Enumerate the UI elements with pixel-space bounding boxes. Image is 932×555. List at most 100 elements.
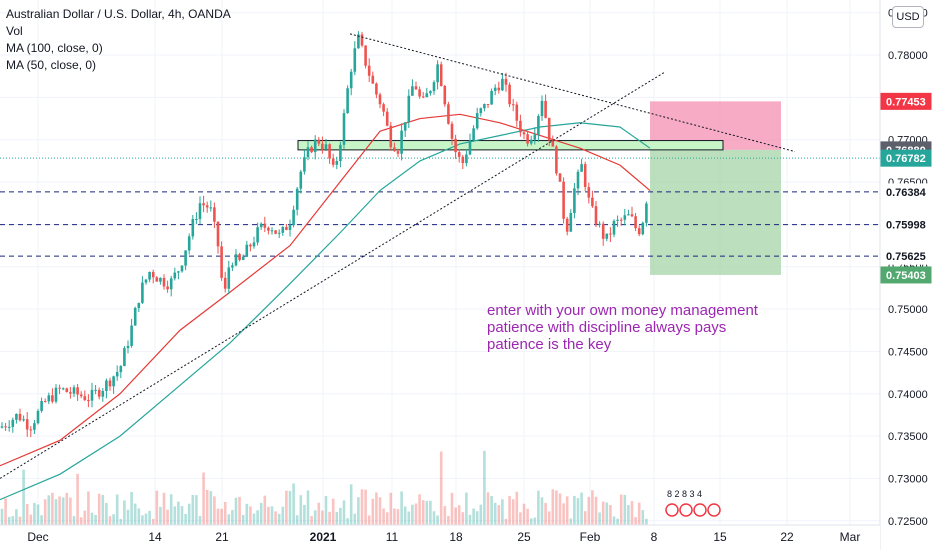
volume-bar bbox=[169, 494, 173, 525]
volume-bar bbox=[522, 503, 526, 525]
candle-body bbox=[249, 244, 252, 247]
candle-body bbox=[547, 117, 551, 141]
price-label-text: 0.75403 bbox=[886, 270, 926, 282]
volume-bar bbox=[533, 517, 537, 525]
volume-bar bbox=[313, 510, 317, 525]
volume-bar bbox=[385, 512, 389, 525]
volume-bar bbox=[245, 503, 249, 525]
candle-body bbox=[353, 48, 357, 72]
candle-body bbox=[130, 325, 133, 346]
volume-bar bbox=[281, 506, 285, 525]
price-label-text: 0.76782 bbox=[886, 153, 926, 165]
candle-body bbox=[526, 134, 529, 144]
candle-body bbox=[292, 209, 295, 226]
volume-bar bbox=[148, 510, 151, 525]
candle-body bbox=[216, 221, 220, 247]
candle-body bbox=[4, 426, 7, 428]
annotation-text[interactable]: enter with your own money management pat… bbox=[487, 302, 758, 353]
volume-bar bbox=[389, 492, 393, 525]
symbol-title[interactable]: Australian Dollar / U.S. Dollar, 4h, OAN… bbox=[6, 7, 231, 21]
price-label-text: 0.75625 bbox=[886, 251, 926, 263]
candle-body bbox=[180, 265, 184, 272]
candle-body bbox=[331, 158, 335, 165]
candle-body bbox=[0, 426, 4, 428]
volume-bar bbox=[36, 504, 40, 525]
candle-body bbox=[281, 226, 285, 233]
candle-body bbox=[198, 203, 202, 220]
volume-bar bbox=[439, 451, 443, 525]
candle-body bbox=[598, 223, 601, 225]
candle-body bbox=[76, 387, 79, 395]
candle-body bbox=[259, 223, 263, 228]
candle-body bbox=[306, 147, 310, 158]
candle-body bbox=[447, 104, 450, 124]
volume-bar bbox=[547, 511, 551, 525]
currency-selector-button[interactable]: USD bbox=[892, 6, 924, 28]
volume-bar bbox=[256, 510, 259, 525]
volume-bar bbox=[641, 510, 645, 525]
volume-bar bbox=[119, 518, 123, 525]
ma100-indicator-label[interactable]: MA (100, close, 0) bbox=[6, 41, 103, 55]
trendline bbox=[0, 71, 666, 479]
candle-body bbox=[475, 113, 479, 129]
price-label-badge bbox=[880, 216, 932, 234]
volume-bar bbox=[227, 514, 231, 525]
time-tick-label: 18 bbox=[449, 530, 463, 544]
event-icon bbox=[665, 503, 679, 517]
candle-body bbox=[94, 389, 97, 391]
volume-bar bbox=[54, 499, 58, 525]
candle-body bbox=[36, 410, 40, 424]
volume-bar bbox=[259, 502, 263, 525]
volume-bar bbox=[166, 509, 169, 525]
candle-body bbox=[58, 387, 61, 389]
candle-body bbox=[601, 223, 605, 239]
volume-bar bbox=[493, 502, 497, 525]
candle-body bbox=[493, 87, 497, 91]
candle-body bbox=[504, 78, 508, 85]
time-tick-label: 21 bbox=[215, 530, 229, 544]
volume-bar bbox=[72, 516, 76, 525]
volume-bar bbox=[411, 504, 414, 525]
candle-body bbox=[22, 419, 25, 421]
volume-bar bbox=[65, 492, 69, 525]
candle-body bbox=[414, 86, 418, 90]
candle-body bbox=[79, 394, 83, 397]
candle-body bbox=[400, 130, 403, 154]
volume-bar bbox=[645, 518, 648, 525]
volume-bar bbox=[328, 511, 331, 525]
volume-indicator-label[interactable]: Vol bbox=[6, 24, 23, 38]
candle-body bbox=[123, 348, 126, 367]
volume-bar bbox=[274, 511, 277, 525]
volume-bar bbox=[241, 514, 245, 525]
candle-body bbox=[256, 227, 259, 243]
candle-body bbox=[288, 225, 292, 231]
volume-bar bbox=[198, 516, 202, 525]
candle-body bbox=[609, 233, 612, 235]
candle-body bbox=[40, 401, 43, 411]
candle-body bbox=[267, 227, 270, 231]
candle-body bbox=[169, 278, 173, 290]
volume-bar bbox=[526, 508, 529, 525]
candle-body bbox=[630, 214, 634, 217]
candle-body bbox=[483, 104, 486, 109]
time-tick-label: 25 bbox=[517, 530, 531, 544]
volume-bar bbox=[83, 510, 87, 525]
volume-bar bbox=[508, 495, 511, 525]
price-label-badge bbox=[880, 92, 932, 110]
time-tick-label: 22 bbox=[780, 530, 794, 544]
volume-bar bbox=[612, 516, 616, 525]
candle-body bbox=[587, 187, 591, 198]
volume-bar bbox=[249, 506, 252, 525]
ma50-indicator-label[interactable]: MA (50, close, 0) bbox=[6, 58, 97, 72]
volume-bar bbox=[130, 491, 133, 525]
volume-bar bbox=[630, 501, 634, 525]
candle-body bbox=[321, 143, 324, 149]
volume-bar bbox=[529, 518, 533, 525]
candle-body bbox=[227, 267, 231, 289]
volume-bar bbox=[443, 506, 447, 525]
time-axis-background bbox=[0, 525, 880, 550]
volume-bar bbox=[558, 493, 562, 525]
volume-bar bbox=[598, 512, 601, 525]
